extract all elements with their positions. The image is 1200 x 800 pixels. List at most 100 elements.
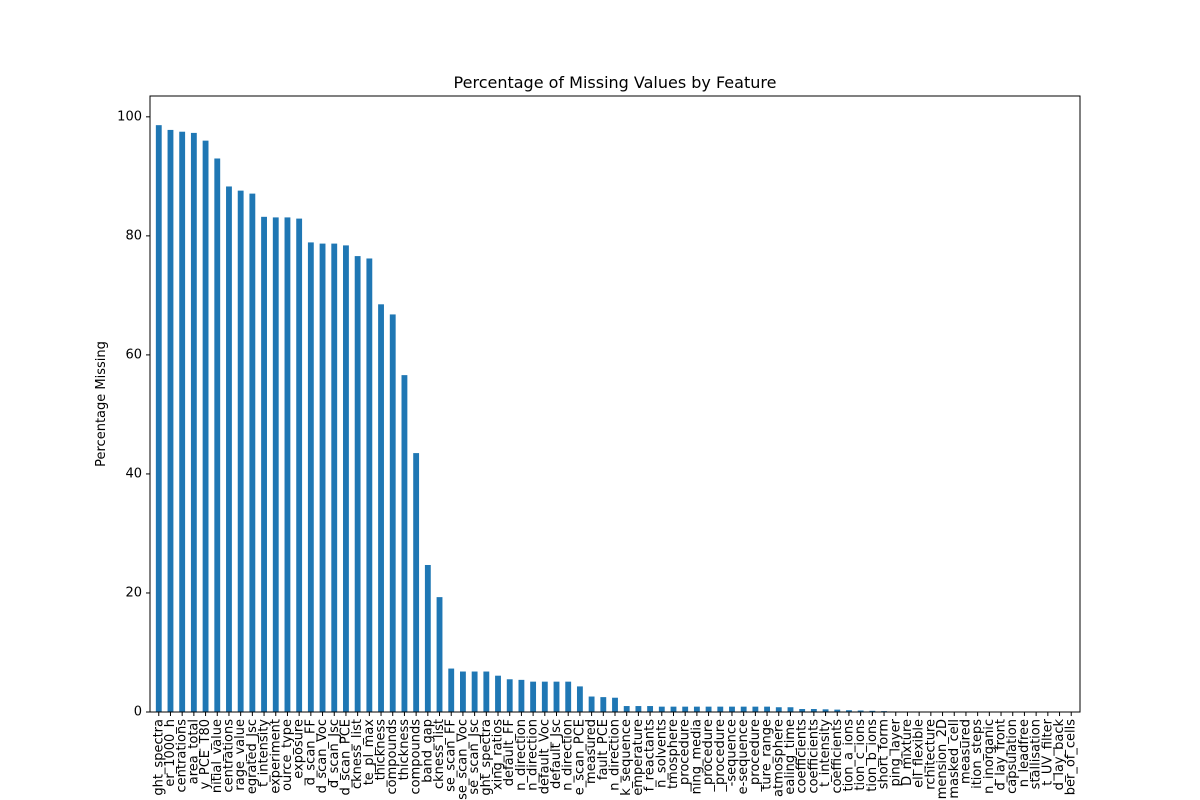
x-tick-label: coefficients: [806, 719, 821, 794]
bar: [448, 668, 455, 712]
x-tick-label: t_UV_filter: [1040, 718, 1055, 785]
x-tick-label: emperature: [631, 719, 646, 796]
bar: [401, 375, 408, 712]
x-tick-label: default_Voc: [537, 719, 552, 794]
x-tick-label: _procedure: [713, 719, 728, 792]
bar: [600, 697, 607, 712]
bar: [670, 706, 677, 712]
x-tick-label: ght_spectra: [151, 719, 166, 796]
bar: [857, 710, 864, 712]
bar: [167, 129, 174, 713]
bar: [237, 190, 244, 712]
bar: [214, 158, 221, 713]
x-tick-label: rage_value: [233, 719, 248, 791]
bar: [471, 671, 478, 712]
bar: [729, 706, 735, 712]
x-tick-label: te_pl_max: [362, 719, 377, 786]
x-tick-label: tion_a_ions: [841, 719, 856, 792]
bar: [518, 679, 525, 712]
x-tick-label: y_PCE_T80: [198, 719, 213, 789]
x-tick-label: short_form: [877, 719, 892, 789]
bar: [296, 218, 303, 712]
x-tick-label: d_scan_FF: [303, 719, 318, 785]
x-tick-label: _exposure: [292, 719, 307, 786]
x-tick-label: n_direction: [608, 719, 623, 791]
x-tick-label: e_scan_PCE: [572, 719, 587, 795]
x-tick-label: ning_media: [689, 719, 704, 794]
x-tick-label: atmosphere: [771, 719, 786, 797]
x-tick-label: xing_ratios: [491, 719, 506, 790]
bar: [319, 243, 326, 712]
bar: [553, 681, 560, 712]
x-tick-label: ght_spectra: [479, 719, 494, 796]
x-tick-label: k_sequence: [619, 719, 634, 796]
bars-group: [155, 125, 887, 713]
x-tick-label: er_1000_h: [163, 719, 178, 787]
y-axis: 0 20 40 60 80 100: [117, 109, 150, 720]
x-tick-label: n_direction: [526, 719, 541, 791]
plot-frame: [149, 95, 1081, 713]
bar: [272, 217, 279, 712]
x-tick-label: d_lay_front: [994, 719, 1009, 790]
x-axis: ght_spectraer_1000_hcentrationsarea_tota…: [151, 712, 1079, 800]
bar: [506, 679, 513, 712]
x-tick-label: t_intensity: [257, 719, 272, 787]
x-tick-label: ell_flexible: [912, 719, 927, 788]
bar: [682, 706, 689, 712]
x-tick-label: ckness_list: [432, 719, 447, 789]
x-tick-label: n_direction: [561, 719, 576, 791]
x-tick-label: tmosphere: [666, 719, 681, 789]
bar: [693, 706, 700, 712]
bar: [576, 686, 583, 712]
x-tick-label: default_FF: [502, 719, 517, 786]
bar: [705, 706, 712, 712]
x-tick-label: d_scan_Voc: [315, 719, 330, 793]
bar: [775, 707, 782, 712]
bar: [647, 706, 654, 712]
x-tick-label: capsulation: [1005, 719, 1020, 794]
x-tick-label: se_scan_Jsc: [467, 719, 482, 795]
bar: [436, 597, 443, 712]
x-tick-label: n_leadfree: [1017, 719, 1032, 787]
x-tick-label: ition_steps: [970, 719, 985, 789]
x-tick-label: n_inorganic: [982, 719, 997, 794]
x-tick-label: thickness: [397, 719, 412, 781]
x-tick-label: se_scan_Voc: [455, 719, 470, 800]
x-tick-label: nitial_value: [210, 719, 225, 793]
x-tick-label: -sequence: [724, 719, 739, 786]
x-tick-label: rchitecture: [923, 719, 938, 790]
x-tick-label: compounds: [409, 719, 424, 795]
y-tick-label: 0: [134, 705, 142, 720]
x-tick-label: coefficients: [795, 719, 810, 794]
bar: [460, 671, 466, 712]
x-tick-label: centrations: [175, 719, 190, 793]
bar: [740, 706, 747, 712]
y-tick-label: 20: [125, 585, 142, 600]
x-tick-label: f_reactants: [643, 719, 658, 792]
x-tick-label: ping_layer: [888, 718, 903, 786]
x-tick-label: n_solvents: [654, 719, 669, 788]
bar: [787, 707, 794, 712]
x-tick-label: default_Jsc: [549, 719, 564, 789]
x-tick-label: ture_range: [760, 719, 775, 790]
x-tick-label: t_intensity: [818, 719, 833, 787]
bar: [869, 710, 876, 712]
bar: [588, 696, 595, 712]
x-tick-label: n_direction: [514, 719, 529, 791]
bar: [495, 675, 501, 712]
bar: [389, 314, 396, 712]
x-tick-label: area_total: [186, 719, 201, 784]
x-tick-label: _procedure: [678, 719, 693, 792]
bar: [623, 706, 630, 712]
bar: [331, 243, 338, 712]
x-tick-label: centrations: [221, 719, 236, 793]
bar: [764, 706, 770, 712]
x-tick-label: _thickness: [374, 719, 389, 788]
x-tick-label: d_scan_Jsc: [327, 719, 342, 788]
y-tick-label: 80: [125, 228, 142, 243]
bar: [179, 131, 186, 712]
bar: [202, 140, 209, 712]
bar: [799, 709, 806, 712]
bar: [565, 681, 572, 712]
